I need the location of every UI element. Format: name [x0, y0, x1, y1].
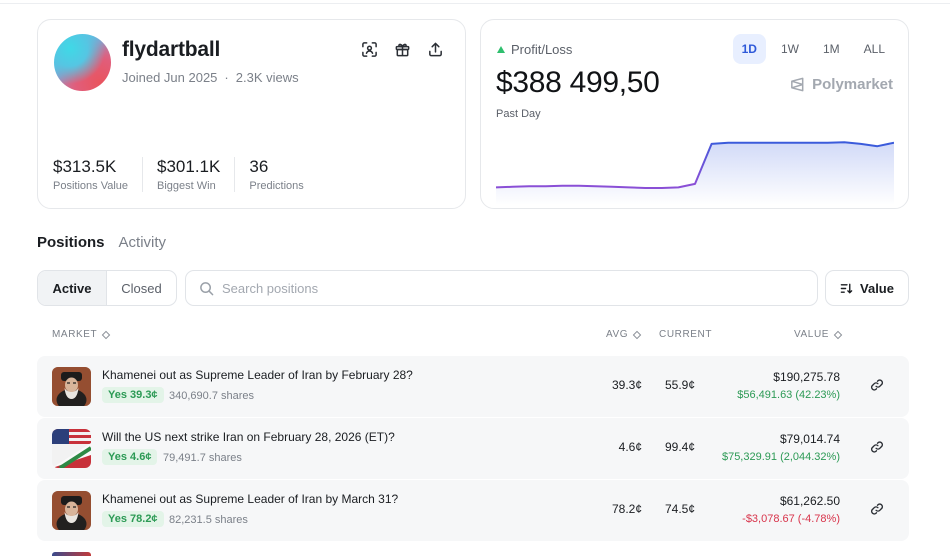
- search-icon: [200, 281, 214, 295]
- profile-actions: [360, 40, 445, 59]
- sort-diamond-icon: [833, 330, 843, 339]
- sort-icon: [840, 283, 853, 294]
- active-filter-button[interactable]: Active: [38, 271, 107, 305]
- polymarket-logo-icon: [791, 77, 804, 92]
- stat-value: $313.5K: [53, 157, 117, 176]
- profit-loss: -$3,078.67 (-4.78%): [742, 513, 840, 525]
- position-value: $61,262.50: [779, 494, 840, 508]
- link-icon[interactable]: [870, 378, 886, 394]
- avg-price: 78.2¢: [611, 502, 642, 516]
- profit-loss-card: Profit/Loss $388 499,50 Past Day 1D 1W 1…: [480, 19, 909, 209]
- outcome-badge: Yes 78.2¢: [102, 511, 164, 527]
- market-image-portrait: [52, 491, 91, 530]
- stat-predictions: 36 Predictions: [249, 157, 317, 192]
- header-label: MARKET: [52, 329, 98, 340]
- share-count: 340,690.7 shares: [169, 390, 255, 402]
- search-box: [185, 270, 818, 306]
- position-value: $79,014.74: [779, 432, 840, 446]
- market-image-portrait: [52, 367, 91, 406]
- pnl-line-chart: [496, 141, 894, 205]
- current-price: 99.4¢: [664, 440, 695, 454]
- pnl-area: [496, 142, 894, 205]
- polymarket-brand: Polymarket: [789, 76, 893, 93]
- market-question[interactable]: Khamenei out as Supreme Leader of Iran b…: [102, 368, 413, 382]
- stat-positions-value: $313.5K Positions Value: [53, 157, 144, 192]
- pnl-label: Profit/Loss: [511, 42, 573, 57]
- table-row[interactable]: Khamenei out as Supreme Leader of Iran b…: [37, 356, 909, 417]
- range-1d-button[interactable]: 1D: [732, 34, 766, 64]
- avatar[interactable]: [54, 34, 111, 91]
- avg-price: 4.6¢: [618, 440, 642, 454]
- header-label: VALUE: [794, 329, 830, 340]
- avg-column-header[interactable]: AVG: [606, 329, 642, 340]
- position-status-toggle: Active Closed: [37, 270, 177, 306]
- profile-stats: $313.5K Positions Value $301.1K Biggest …: [53, 157, 332, 192]
- stat-label: Predictions: [249, 180, 304, 192]
- market-question[interactable]: Khamenei out as Supreme Leader of Iran b…: [102, 492, 399, 506]
- search-input[interactable]: [222, 280, 802, 296]
- closed-filter-button[interactable]: Closed: [121, 280, 162, 296]
- username: flydartball: [122, 38, 221, 61]
- section-tabs: Positions Activity: [37, 234, 166, 251]
- pnl-header: Profit/Loss: [497, 42, 572, 57]
- link-icon[interactable]: [870, 440, 886, 456]
- range-selector: 1D 1W 1M ALL: [732, 34, 894, 64]
- market-question[interactable]: Will the US next strike Iran on February…: [102, 430, 395, 444]
- link-icon[interactable]: [870, 502, 886, 518]
- profit-loss: $56,491.63 (42.23%): [737, 389, 840, 401]
- profile-card: flydartball Joined Jun 2025 · 2.3K views $…: [37, 19, 466, 209]
- range-all-button[interactable]: ALL: [863, 42, 885, 56]
- next-row-thumbnail-peek: [52, 552, 91, 556]
- market-image-flags: [52, 429, 91, 468]
- stat-value: 36: [249, 157, 269, 176]
- position-value: $190,275.78: [773, 370, 840, 384]
- sort-diamond-icon: [102, 330, 111, 339]
- current-column-header: CURRENT: [659, 329, 712, 340]
- pnl-value: $388 499,50: [496, 66, 660, 99]
- range-1m-button[interactable]: 1M: [822, 42, 840, 56]
- outcome-badge: Yes 39.3¢: [102, 387, 164, 403]
- scan-icon[interactable]: [360, 40, 379, 59]
- share-icon[interactable]: [426, 40, 445, 59]
- pnl-line: [496, 141, 894, 189]
- stat-label: Biggest Win: [157, 180, 216, 192]
- stat-biggest-win: $301.1K Biggest Win: [157, 157, 236, 192]
- brand-name: Polymarket: [812, 76, 893, 93]
- sort-label: Value: [860, 280, 894, 296]
- table-row[interactable]: Will the US next strike Iran on February…: [37, 418, 909, 479]
- stat-label: Positions Value: [53, 180, 129, 192]
- range-1w-button[interactable]: 1W: [780, 42, 799, 56]
- sort-value-button[interactable]: Value: [825, 270, 909, 306]
- pnl-period-label: Past Day: [496, 108, 541, 120]
- profit-loss: $75,329.91 (2,044.32%): [721, 451, 840, 463]
- triangle-up-icon: [497, 46, 505, 53]
- share-count: 82,231.5 shares: [169, 514, 248, 526]
- market-column-header[interactable]: MARKET: [52, 329, 111, 340]
- tab-positions[interactable]: Positions: [37, 234, 105, 251]
- sort-diamond-icon: [632, 330, 642, 339]
- outcome-badge: Yes 4.6¢: [102, 449, 158, 465]
- top-divider: [0, 0, 950, 4]
- view-count: 2.3K views: [235, 70, 299, 85]
- gift-icon[interactable]: [393, 40, 412, 59]
- tab-activity[interactable]: Activity: [118, 234, 167, 251]
- profile-meta: Joined Jun 2025 · 2.3K views: [122, 70, 299, 85]
- table-row[interactable]: Khamenei out as Supreme Leader of Iran b…: [37, 480, 909, 541]
- joined-date: Joined Jun 2025: [122, 70, 218, 85]
- header-label: AVG: [606, 329, 629, 340]
- value-column-header[interactable]: VALUE: [794, 329, 843, 340]
- share-count: 79,491.7 shares: [163, 452, 242, 464]
- current-price: 74.5¢: [664, 502, 695, 516]
- avg-price: 39.3¢: [611, 378, 642, 392]
- stat-value: $301.1K: [157, 157, 221, 176]
- current-price: 55.9¢: [664, 378, 695, 392]
- meta-separator: ·: [224, 70, 229, 85]
- header-label: CURRENT: [659, 329, 713, 340]
